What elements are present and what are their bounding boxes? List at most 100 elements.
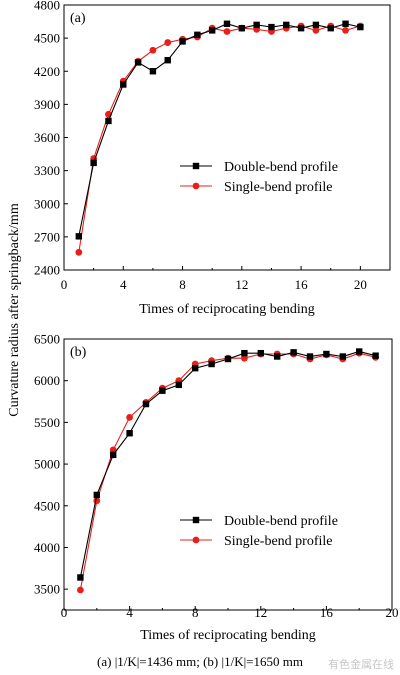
- data-point-double-bend-a: [75, 233, 83, 240]
- data-point-double-bend-b: [192, 364, 199, 372]
- y-tick-label-b: 5000: [34, 457, 60, 472]
- legend-circle-marker-b: [192, 536, 200, 544]
- y-tick-label-b: 4000: [34, 540, 60, 555]
- legend-circle-marker-a: [192, 182, 200, 190]
- data-point-single-bend-a: [164, 39, 172, 46]
- series-line-single-bend-b: [79, 352, 376, 591]
- data-point-double-bend-a: [283, 21, 290, 29]
- data-point-double-bend-a: [342, 20, 349, 27]
- data-point-double-bend-a: [357, 23, 364, 31]
- y-tick-label-b: 5500: [34, 415, 60, 430]
- y-tick-label-a: 3900: [34, 97, 60, 112]
- series-line-double-bend-a: [78, 23, 361, 237]
- watermark-text: 有色金属在线: [328, 658, 394, 671]
- data-point-double-bend-b: [339, 353, 346, 360]
- y-tick-label-a: 3300: [34, 163, 60, 178]
- x-axis-label-a: Times of reciprocating bending: [139, 302, 315, 317]
- data-point-double-bend-a: [179, 38, 186, 45]
- x-tick-label-b: 12: [254, 605, 267, 620]
- data-point-double-bend-b: [175, 381, 182, 389]
- data-point-double-bend-b: [274, 353, 281, 360]
- x-tick-label-a: 0: [61, 277, 68, 292]
- y-tick-label-a: 2700: [34, 229, 60, 244]
- y-tick-label-a: 4500: [34, 31, 60, 46]
- x-tick-label-a: 20: [354, 277, 367, 292]
- data-point-double-bend-b: [93, 491, 100, 499]
- series-line-single-bend-a: [78, 25, 361, 253]
- data-point-double-bend-b: [142, 400, 150, 408]
- data-point-double-bend-a: [268, 23, 275, 31]
- data-point-double-bend-b: [257, 349, 264, 357]
- data-point-single-bend-a: [312, 26, 320, 34]
- plot-frame-a: [63, 4, 391, 271]
- x-tick-label-a: 12: [235, 277, 248, 292]
- data-point-double-bend-b: [306, 353, 314, 360]
- data-point-double-bend-b: [110, 451, 117, 459]
- x-tick-label-b: 20: [386, 605, 399, 620]
- data-point-single-bend-b: [109, 446, 117, 454]
- legend-square-marker-b: [192, 516, 200, 524]
- y-tick-label-a: 4800: [34, 0, 60, 13]
- data-point-double-bend-a: [208, 27, 216, 34]
- data-point-double-bend-b: [323, 350, 330, 358]
- data-point-double-bend-b: [356, 348, 363, 355]
- legend-square-marker-a: [192, 162, 200, 170]
- data-point-double-bend-a: [120, 81, 127, 88]
- x-axis-label-b: Times of reciprocating bending: [140, 628, 316, 643]
- data-point-double-bend-b: [241, 349, 248, 357]
- y-tick-label-a: 2400: [34, 263, 60, 278]
- data-point-double-bend-a: [134, 59, 142, 66]
- panel-label-b: (b): [70, 345, 87, 360]
- data-point-double-bend-a: [327, 24, 334, 32]
- chart-panel-b: 0 4 8 12 16 20 3500 4000 4500 5000 5500 6000 6500 (b)…: [34, 332, 399, 644]
- y-tick-label-b: 6000: [34, 373, 60, 388]
- data-point-double-bend-a: [164, 57, 171, 64]
- data-point-double-bend-b: [126, 430, 133, 437]
- data-point-single-bend-a: [149, 46, 157, 54]
- data-point-single-bend-a: [75, 248, 83, 256]
- x-tick-label-a: 8: [179, 277, 186, 292]
- x-tick-label-b: 0: [61, 605, 68, 620]
- data-point-single-bend-a: [223, 28, 231, 35]
- legend-label-b: Single-bend profile: [224, 534, 332, 549]
- figure-caption: (a) |1/K|=1436 mm; (b) |1/K|=1650 mm: [97, 654, 303, 669]
- data-point-double-bend-a: [223, 20, 231, 27]
- y-tick-label-a: 4200: [34, 64, 60, 79]
- legend-label-a: Single-bend profile: [224, 180, 332, 195]
- data-point-double-bend-b: [77, 574, 84, 581]
- y-tick-label-a: 3000: [34, 196, 60, 211]
- shared-y-axis-label: Curvature radius after springback/mm: [7, 203, 22, 417]
- plot-frame-b: [63, 338, 393, 611]
- panel-label-a: (a): [70, 11, 86, 26]
- data-point-double-bend-b: [372, 352, 379, 359]
- x-tick-label-a: 4: [120, 277, 127, 292]
- chart-panel-a: 0 4 8 12 16 20 2400 2700 3000 3300 3600 3900 4200 450…: [34, 0, 391, 317]
- x-tick-label-a: 16: [295, 277, 309, 292]
- data-point-single-bend-b: [241, 354, 248, 362]
- data-point-single-bend-a: [342, 26, 349, 34]
- data-point-double-bend-a: [105, 117, 112, 125]
- data-point-double-bend-a: [253, 21, 260, 29]
- data-point-single-bend-b: [77, 586, 84, 594]
- data-point-double-bend-a: [312, 21, 320, 29]
- x-tick-label-b: 4: [126, 605, 133, 620]
- legend-label-b: Double-bend profile: [224, 514, 338, 529]
- data-point-single-bend-b: [126, 413, 133, 421]
- y-tick-label-b: 4500: [34, 498, 60, 513]
- data-point-single-bend-b: [93, 497, 101, 505]
- y-tick-label-a: 3600: [34, 130, 60, 145]
- data-point-double-bend-a: [149, 68, 157, 75]
- data-point-double-bend-b: [208, 360, 215, 368]
- data-point-double-bend-a: [90, 159, 97, 167]
- data-point-double-bend-b: [224, 355, 232, 363]
- x-tick-label-b: 8: [192, 605, 199, 620]
- legend-label-a: Double-bend profile: [224, 160, 338, 175]
- data-point-double-bend-a: [297, 24, 305, 32]
- data-point-double-bend-a: [194, 31, 201, 39]
- y-tick-label-b: 3500: [34, 582, 60, 597]
- data-point-double-bend-b: [290, 349, 297, 356]
- data-point-double-bend-a: [238, 24, 246, 32]
- y-tick-label-b: 6500: [34, 332, 60, 347]
- data-point-double-bend-b: [159, 387, 166, 394]
